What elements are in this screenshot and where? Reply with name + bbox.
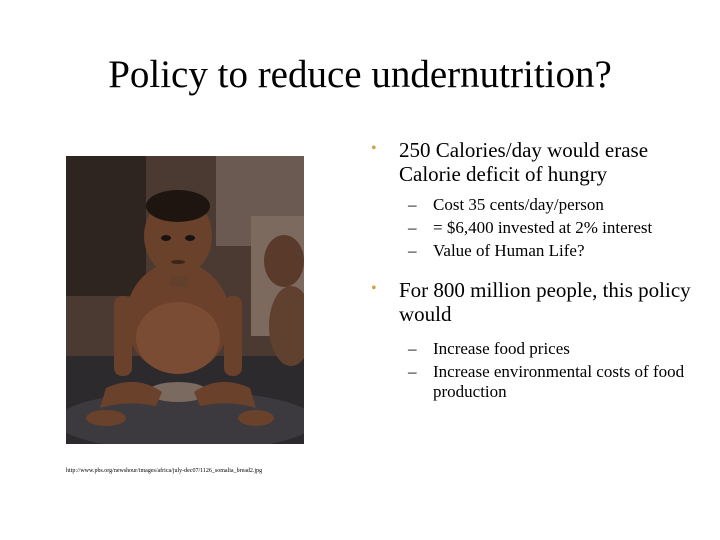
dash-icon: –	[408, 218, 417, 237]
sub-bullet-item: – Cost 35 cents/day/person	[365, 195, 695, 215]
bullet-list: • 250 Calories/day would erase Calorie d…	[365, 138, 695, 402]
bullet-item: • 250 Calories/day would erase Calorie d…	[365, 138, 695, 186]
bullet-icon: •	[371, 280, 377, 297]
dash-icon: –	[408, 362, 417, 381]
child-photo	[66, 156, 304, 444]
photo-caption: http://www.pbs.org/newshour/images/afric…	[66, 468, 263, 474]
sub-bullet-text: Cost 35 cents/day/person	[433, 195, 604, 214]
slide-title: Policy to reduce undernutrition?	[108, 53, 612, 96]
sub-bullet-text: = $6,400 invested at 2% interest	[433, 218, 653, 237]
sub-bullet-text: Increase environmental costs of food pro…	[433, 362, 685, 401]
bullet-text: 250 Calories/day would erase Calorie def…	[399, 138, 649, 186]
bullet-text: For 800 million people, this policy woul…	[399, 278, 691, 326]
sub-bullet-item: – Increase environmental costs of food p…	[365, 362, 695, 402]
dash-icon: –	[408, 241, 417, 260]
child-photo-illustration	[66, 156, 304, 444]
sub-bullet-item: – = $6,400 invested at 2% interest	[365, 218, 695, 238]
bullet-icon: •	[371, 140, 377, 157]
sub-bullet-item: – Value of Human Life?	[365, 241, 695, 261]
sub-bullet-item: – Increase food prices	[365, 339, 695, 359]
sub-bullet-text: Increase food prices	[433, 339, 570, 358]
sub-bullet-text: Value of Human Life?	[433, 241, 585, 260]
dash-icon: –	[408, 195, 417, 214]
dash-icon: –	[408, 339, 417, 358]
bullet-item: • For 800 million people, this policy wo…	[365, 278, 695, 326]
